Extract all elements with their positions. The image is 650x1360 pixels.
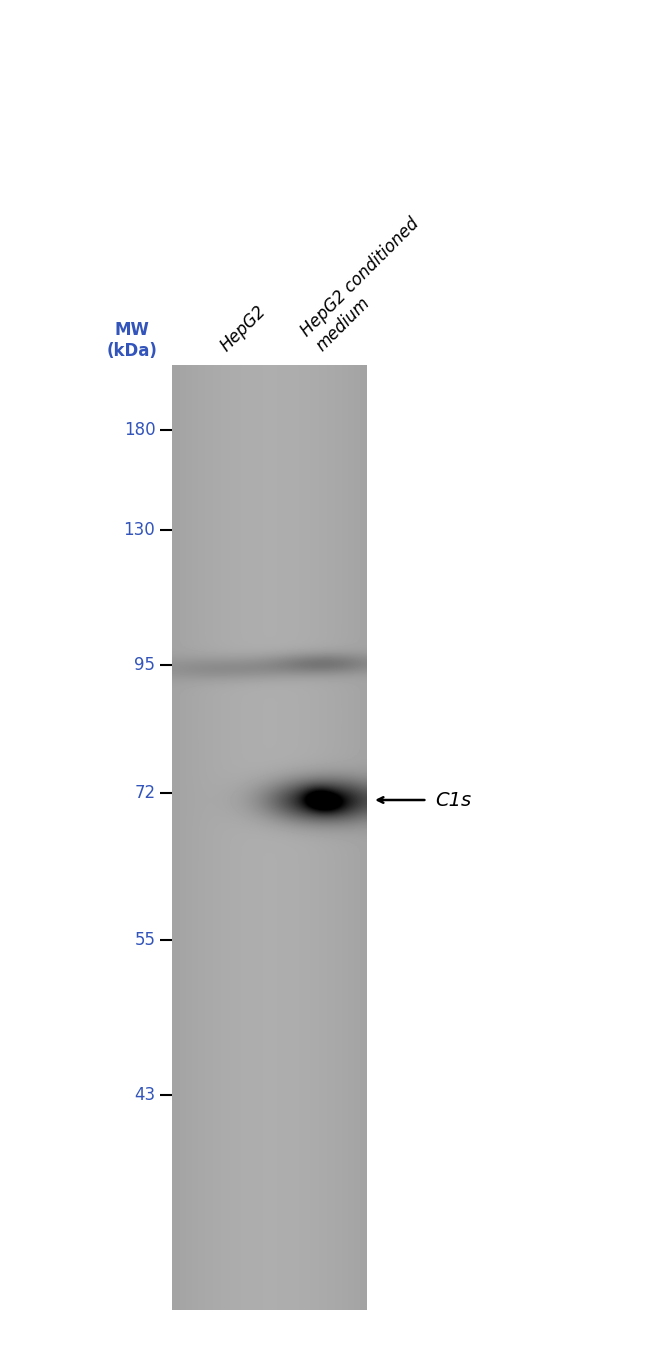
Text: HepG2 conditioned
medium: HepG2 conditioned medium xyxy=(298,215,437,355)
Text: C1s: C1s xyxy=(436,790,471,809)
Text: 180: 180 xyxy=(124,422,155,439)
Text: HepG2: HepG2 xyxy=(217,302,270,355)
Text: 72: 72 xyxy=(134,783,155,802)
Text: MW
(kDa): MW (kDa) xyxy=(107,321,158,360)
Text: 43: 43 xyxy=(134,1087,155,1104)
Text: 55: 55 xyxy=(135,932,155,949)
Text: 95: 95 xyxy=(135,656,155,675)
Text: 130: 130 xyxy=(124,521,155,539)
